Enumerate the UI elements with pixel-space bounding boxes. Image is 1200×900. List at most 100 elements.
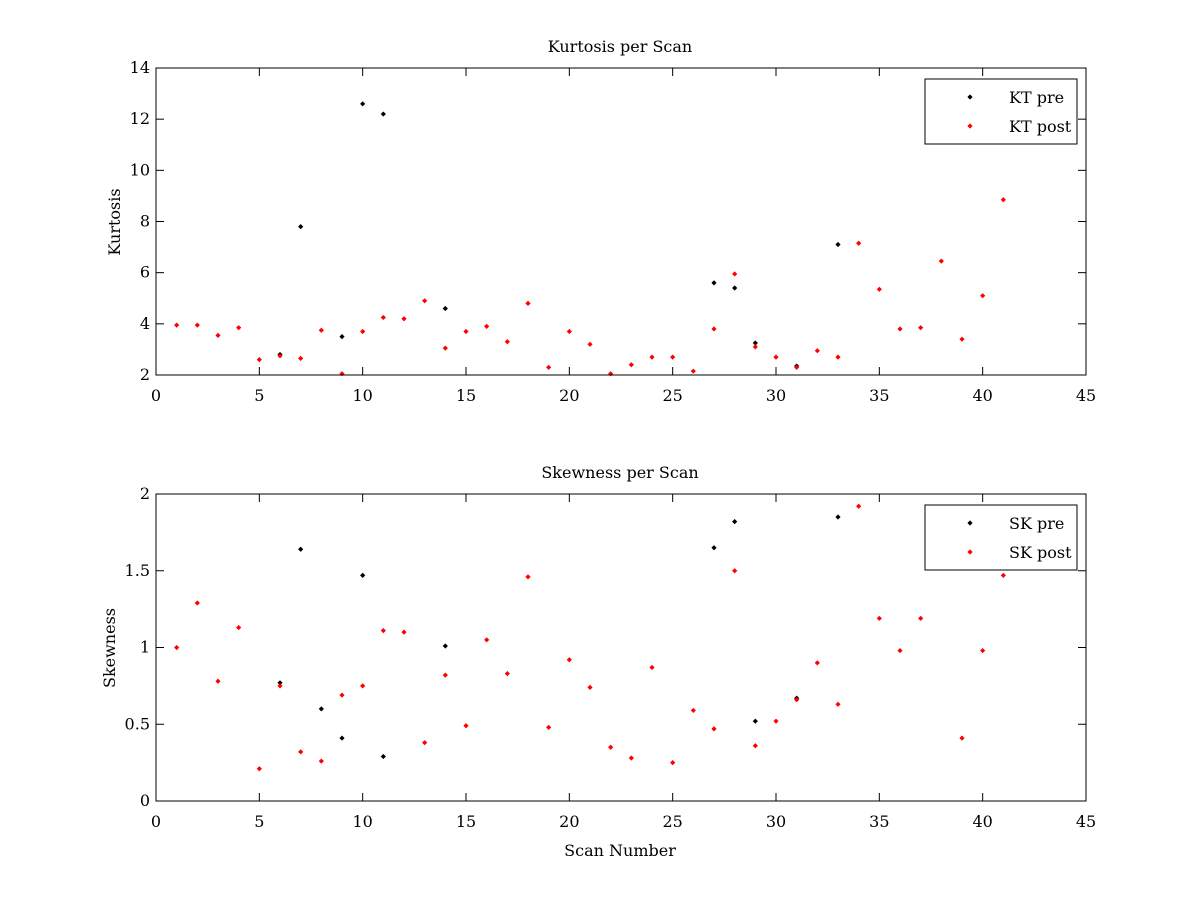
skewness-point-sk-post: [649, 664, 655, 671]
kurtosis-point-kt-pre: [711, 280, 717, 286]
skewness-point-sk-pre: [318, 706, 324, 712]
skewness-point-sk-pre: [711, 545, 717, 551]
kurtosis-point-kt-post: [1000, 197, 1006, 203]
skewness-legend-marker-sk-pre: [967, 520, 973, 526]
kurtosis-point-kt-pre: [835, 241, 841, 248]
kurtosis-x-tick-label: 0: [151, 386, 161, 405]
skewness-point-sk-post: [835, 701, 841, 707]
skewness-point-sk-post: [732, 568, 738, 574]
skewness-point-sk-post: [587, 684, 593, 691]
skewness-point-sk-post: [236, 624, 242, 631]
skewness-point-sk-post: [690, 707, 696, 714]
skewness-legend: SK pre SK post: [924, 504, 1078, 571]
skewness-point-sk-post: [318, 758, 324, 764]
skewness-point-sk-post: [897, 647, 903, 654]
skewness-point-sk-post: [918, 615, 924, 621]
skewness-point-sk-pre: [442, 643, 448, 649]
kurtosis-point-kt-pre: [360, 101, 366, 107]
skewness-title: Skewness per Scan: [541, 463, 698, 482]
kurtosis-point-kt-post: [318, 327, 324, 333]
kurtosis-point-kt-post: [897, 326, 903, 332]
skewness-x-tick-label: 25: [662, 812, 682, 831]
skewness-y-axis-label: Skewness: [100, 608, 119, 688]
skewness-point-sk-pre: [835, 514, 841, 520]
skewness-x-axis-label: Scan Number: [564, 841, 676, 860]
kurtosis-point-kt-post: [236, 325, 242, 331]
kurtosis-point-kt-post: [690, 368, 696, 374]
kurtosis-point-kt-post: [256, 357, 262, 363]
kurtosis-y-tick-label: 12: [130, 109, 150, 128]
kurtosis-x-tick-label: 30: [766, 386, 786, 405]
skewness-point-sk-post: [814, 660, 820, 666]
skewness-point-sk-post: [442, 672, 448, 678]
kurtosis-point-kt-pre: [732, 285, 738, 291]
skewness-x-tick-label: 15: [456, 812, 476, 831]
kurtosis-y-tick-label: 4: [140, 314, 150, 333]
kurtosis-point-kt-post: [525, 300, 531, 306]
skewness-point-sk-post: [566, 657, 572, 663]
kurtosis-point-kt-pre: [380, 111, 386, 117]
kurtosis-axes-frame: [155, 67, 1087, 376]
skewness-point-sk-post: [773, 718, 779, 724]
kurtosis-x-tick-label: 10: [352, 386, 372, 405]
skewness-point-sk-post: [380, 628, 386, 634]
kurtosis-y-tick-label: 2: [140, 365, 150, 384]
kurtosis-legend-marker-kt-pre: [967, 94, 973, 100]
kurtosis-point-kt-post: [566, 328, 572, 335]
kurtosis-point-kt-post: [856, 240, 862, 246]
skewness-x-tick-label: 0: [151, 812, 161, 831]
kurtosis-x-tick-label: 15: [456, 386, 476, 405]
kurtosis-legend: KT pre KT post: [924, 78, 1078, 145]
skewness-point-sk-post: [360, 683, 366, 689]
kurtosis-point-kt-post: [814, 348, 820, 354]
kurtosis-legend-box: [924, 78, 1078, 145]
kurtosis-point-kt-post: [959, 336, 965, 342]
skewness-point-sk-post: [711, 726, 717, 732]
skewness-legend-label-sk-post: SK post: [1009, 543, 1072, 562]
skewness-point-sk-post: [670, 760, 676, 766]
skewness-point-sk-post: [876, 615, 882, 621]
skewness-point-sk-post: [215, 678, 221, 684]
kurtosis-point-kt-post: [463, 328, 469, 335]
kurtosis-y-tick-label: 8: [140, 212, 150, 231]
kurtosis-point-kt-post: [711, 326, 717, 332]
skewness-y-tick-label: 2: [140, 484, 150, 503]
skewness-point-sk-post: [194, 600, 200, 606]
kurtosis-point-kt-post: [587, 341, 593, 347]
kurtosis-legend-label-kt-pre: KT pre: [1009, 88, 1064, 107]
skewness-point-sk-post: [256, 766, 262, 772]
kurtosis-point-kt-pre: [442, 305, 448, 312]
kurtosis-legend-marker-kt-post: [967, 123, 973, 129]
kurtosis-point-kt-pre: [298, 224, 304, 230]
skewness-axes-frame: [155, 493, 1087, 802]
kurtosis-point-kt-post: [752, 344, 758, 350]
kurtosis-point-kt-post: [835, 354, 841, 360]
skewness-point-sk-post: [422, 740, 428, 746]
kurtosis-point-kt-post: [442, 345, 448, 351]
skewness-x-tick-label: 40: [972, 812, 992, 831]
kurtosis-point-kt-post: [732, 271, 738, 277]
kurtosis-point-kt-post: [215, 332, 221, 338]
skewness-point-sk-post: [980, 647, 986, 654]
skewness-y-tick-label: 1.5: [125, 561, 150, 580]
kurtosis-point-kt-pre: [752, 340, 758, 346]
kurtosis-point-kt-post: [918, 325, 924, 331]
kurtosis-point-kt-post: [628, 362, 634, 368]
kurtosis-point-kt-post: [876, 286, 882, 292]
skewness-point-sk-post: [856, 503, 862, 509]
kurtosis-y-axis-label: Kurtosis: [105, 188, 124, 255]
skewness-legend-box: [924, 504, 1078, 571]
kurtosis-ticks: 0 5 10 15 20 25 30 35 40 45 2 4 6 8 10 12 14: [130, 58, 1097, 405]
skewness-point-sk-pre: [732, 519, 738, 525]
skewness-x-tick-label: 20: [559, 812, 579, 831]
skewness-point-sk-pre: [752, 718, 758, 724]
skewness-point-sk-pre: [380, 753, 386, 760]
skewness-ticks: 0 5 10 15 20 25 30 35 40 45 0 0.5 1 1.5 2: [125, 484, 1097, 831]
skewness-point-sk-post: [628, 755, 634, 761]
skewness-subplot: Skewness per Scan Skewness Scan Number 0…: [100, 463, 1096, 860]
kurtosis-point-kt-post: [298, 355, 304, 361]
skewness-point-sk-post: [484, 637, 490, 643]
skewness-point-sk-post: [608, 744, 614, 750]
skewness-x-tick-label: 45: [1076, 812, 1096, 831]
